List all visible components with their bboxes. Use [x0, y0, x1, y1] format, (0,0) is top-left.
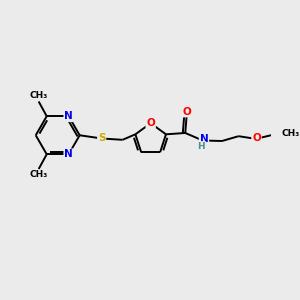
Text: S: S [98, 134, 105, 143]
Text: N: N [200, 134, 208, 144]
Text: O: O [252, 133, 261, 143]
Text: H: H [197, 142, 205, 151]
Text: O: O [146, 118, 155, 128]
Text: O: O [182, 106, 191, 116]
Text: CH₃: CH₃ [30, 91, 48, 100]
Text: N: N [64, 149, 73, 159]
Text: N: N [64, 111, 73, 121]
Text: CH₃: CH₃ [281, 129, 299, 138]
Text: CH₃: CH₃ [30, 170, 48, 179]
